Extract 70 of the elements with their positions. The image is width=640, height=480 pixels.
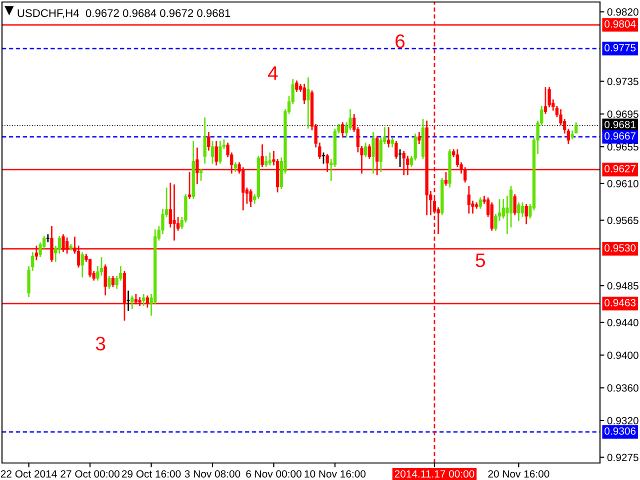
- ref-line-label: 0.9627: [604, 164, 636, 172]
- y-tick-label: 0.9565: [607, 216, 638, 224]
- candlestick: [142, 294, 146, 306]
- candlestick: [322, 152, 326, 164]
- y-tick-label: 0.9440: [607, 318, 638, 326]
- candlestick: [418, 132, 421, 144]
- y-tick-label: 0.9360: [607, 384, 638, 392]
- y-tick-label: 0.9275: [607, 454, 638, 462]
- annotation: 3: [96, 336, 106, 351]
- candlestick: [214, 141, 218, 166]
- candlestick: [268, 152, 272, 166]
- ref-line-label: 0.9667: [604, 132, 636, 140]
- candlestick: [207, 132, 210, 151]
- y-tick-label: 0.9400: [607, 352, 638, 359]
- candlestick: [394, 141, 398, 159]
- candlestick: [398, 149, 402, 167]
- ref-line-label: 0.9463: [604, 299, 636, 306]
- candlestick: [80, 252, 84, 278]
- annotation: 4: [268, 66, 278, 80]
- candlestick: [467, 186, 470, 214]
- x-tick-label: 2014.11.17 00:00: [394, 470, 474, 478]
- x-tick-label: 29 Oct 16:00: [122, 470, 181, 478]
- ref-line-label: 0.9804: [604, 20, 636, 28]
- candlestick: [364, 142, 368, 158]
- x-tick-label: 27 Oct 00:00: [60, 470, 120, 478]
- candlestick: [111, 276, 115, 288]
- candlestick: [368, 144, 371, 159]
- x-tick-label: 6 Nov 00:00: [246, 470, 302, 478]
- candlestick: [130, 296, 134, 310]
- x-tick-label: 20 Nov 16:00: [488, 470, 550, 478]
- candlestick: [520, 202, 524, 217]
- y-tick-label: 0.9820: [607, 8, 638, 16]
- candlestick: [126, 290, 130, 311]
- candlestick: [513, 194, 516, 216]
- text: USDCHF,H4 0.9672 0.9684 0.9672 0.9681: [18, 9, 230, 18]
- candlestick: [264, 156, 268, 167]
- ref-line-label: 0.9775: [604, 44, 636, 52]
- annotation: 5: [476, 254, 485, 268]
- candlestick: [386, 127, 390, 148]
- candlestick: [341, 122, 344, 138]
- candlestick: [302, 84, 306, 104]
- candlestick: [306, 77, 310, 129]
- candlestick: [210, 141, 214, 164]
- candlestick: [249, 189, 252, 208]
- candlestick: [199, 168, 203, 181]
- candlestick: [517, 202, 520, 221]
- candlestick: [295, 80, 298, 92]
- candlestick: [104, 264, 107, 296]
- y-tick-label: 0.9735: [607, 78, 638, 86]
- ref-line-label: 0.9681: [604, 120, 636, 128]
- ref-line-label: 0.9306: [604, 427, 636, 435]
- candlestick: [260, 144, 264, 167]
- candlestick: [490, 202, 494, 231]
- candlestick: [372, 132, 375, 174]
- x-tick-label: 3 Nov 08:00: [184, 470, 240, 478]
- x-tick-label: 22 Oct 2014: [0, 470, 57, 478]
- y-tick-label: 0.9485: [607, 282, 638, 290]
- candlestick: [203, 117, 206, 164]
- annotation: 6: [396, 34, 405, 48]
- y-tick-label: 0.9610: [607, 180, 638, 188]
- candlestick: [108, 276, 111, 289]
- y-tick-label: 0.9695: [607, 110, 638, 118]
- y-tick-label: 0.9320: [607, 416, 638, 424]
- ref-line-label: 0.9530: [604, 244, 636, 252]
- candlestick: [172, 184, 176, 241]
- x-tick-label: 10 Nov 16:00: [304, 470, 366, 478]
- candlestick: [478, 197, 482, 209]
- candlestick: [524, 204, 528, 224]
- candlestick: [218, 141, 222, 164]
- candlestick: [544, 87, 548, 114]
